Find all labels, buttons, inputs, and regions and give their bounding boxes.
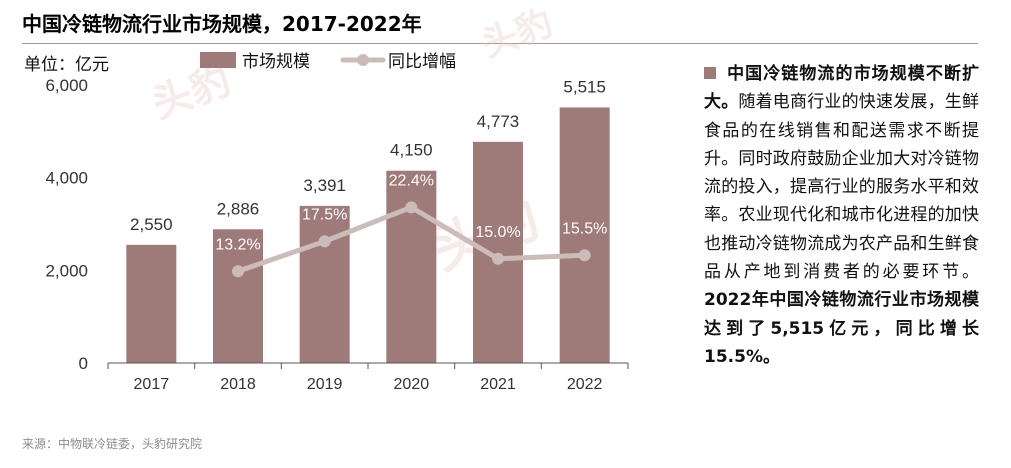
line-point — [405, 201, 418, 214]
bar — [559, 107, 610, 363]
bar-value-label: 3,391 — [303, 176, 346, 195]
line-value-label: 13.2% — [215, 236, 260, 253]
bar-value-label: 5,515 — [563, 77, 606, 96]
line-value-label: 17.5% — [302, 206, 347, 223]
source-note: 来源：中物联冷链委，头豹研究院 — [22, 437, 203, 451]
y-tick-label: 6,000 — [45, 76, 88, 95]
y-tick-label: 2,000 — [45, 261, 88, 280]
bar-value-label: 2,550 — [130, 215, 173, 234]
legend-line-marker — [357, 54, 369, 66]
commentary-closing: 2022年中国冷链物流行业市场规模达到了5,515亿元，同比增长15.5%。 — [704, 290, 979, 367]
line-value-label: 22.4% — [389, 172, 434, 189]
line-point — [492, 252, 504, 265]
line-point — [232, 265, 244, 278]
legend-line-label: 同比增幅 — [388, 52, 456, 72]
bullet-marker — [704, 67, 716, 79]
y-tick-label: 0 — [79, 354, 88, 373]
bar — [386, 170, 437, 363]
chart-legend: 单位：亿元 市场规模 同比增幅 — [24, 52, 456, 75]
line-point — [318, 235, 331, 248]
commentary-body: 随着电商行业的快速发展，生鲜食品的在线销售和配送需求不断提升。同时政府鼓励企业加… — [704, 92, 980, 283]
x-tick-label: 2020 — [394, 376, 430, 393]
line-value-label: 15.0% — [475, 224, 520, 241]
bar-value-label: 4,150 — [390, 141, 433, 160]
bar-line-chart: 0 2,000 4,000 6,000 2,550 2,886 3,391 4,150 4,7… — [24, 52, 629, 393]
bar — [126, 244, 177, 363]
bar-series: 2,550 2,886 3,391 4,150 4,773 5,515 — [126, 77, 610, 363]
bar — [299, 205, 350, 363]
line-series: 13.2% 17.5% 22.4% 15.0% 15.5% — [215, 172, 607, 278]
commentary-panel: 中国冷链物流的市场规模不断扩大。随着电商行业的快速发展，生鲜食品的在线销售和配送… — [704, 60, 979, 371]
x-tick-label: 2017 — [134, 376, 170, 393]
line-point — [578, 249, 591, 262]
y-axis: 0 2,000 4,000 6,000 — [45, 76, 88, 373]
bar — [473, 141, 523, 363]
x-tick-label: 2019 — [307, 376, 343, 393]
legend-bar-label: 市场规模 — [242, 52, 310, 72]
x-axis: 2017 2018 2019 2020 2021 2022 — [107, 362, 629, 393]
bar-value-label: 2,886 — [217, 199, 260, 218]
legend-bar-swatch — [200, 52, 236, 68]
x-tick-label: 2022 — [567, 376, 603, 393]
x-tick-label: 2018 — [220, 376, 256, 393]
line-value-label: 15.5% — [562, 220, 607, 237]
chart-title: 中国冷链物流行业市场规模，2017-2022年 — [22, 12, 422, 36]
bar-value-label: 4,773 — [477, 112, 520, 131]
unit-label: 单位：亿元 — [24, 55, 109, 75]
bar — [213, 229, 263, 363]
x-tick-label: 2021 — [480, 376, 516, 393]
y-tick-label: 4,000 — [45, 169, 88, 188]
commentary-lead: 中国冷链物流的市场规模不断扩大。 — [704, 64, 979, 113]
title-divider — [22, 43, 978, 44]
